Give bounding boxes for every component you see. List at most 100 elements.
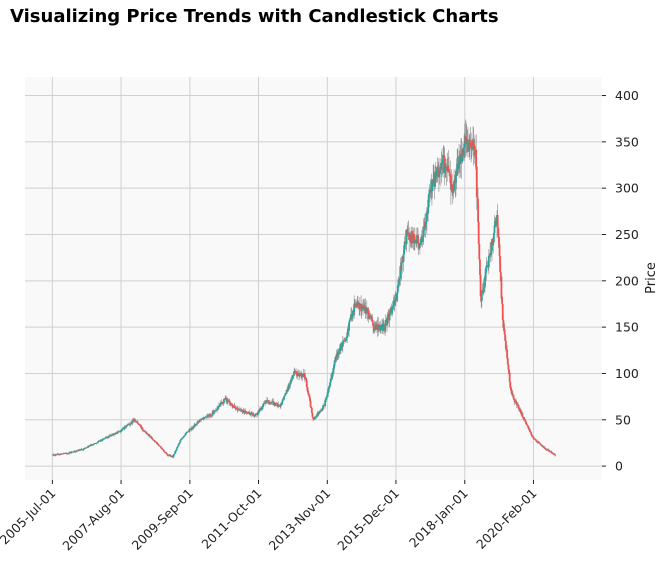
candle-down: [355, 303, 357, 306]
candle-down: [501, 298, 503, 304]
candle-down: [310, 406, 313, 409]
candle-up: [346, 328, 349, 336]
candle-down: [141, 427, 144, 430]
candle-down: [382, 323, 385, 331]
candle-down: [370, 318, 373, 320]
candle-down: [240, 409, 242, 411]
candle-down: [367, 310, 370, 319]
candle-down: [154, 441, 156, 442]
candle-up: [483, 286, 486, 288]
candle-down: [411, 231, 414, 243]
candle-down: [378, 324, 381, 331]
candle-up: [297, 373, 299, 376]
candle-up: [319, 410, 322, 412]
candle-down: [364, 306, 367, 314]
candle-up: [395, 293, 398, 301]
candle-down: [273, 401, 275, 405]
candle-down: [476, 197, 479, 199]
candle-down: [321, 410, 323, 411]
candle-down: [519, 409, 522, 413]
candle-down: [370, 316, 373, 319]
candle-up: [487, 255, 490, 268]
candle-down: [156, 442, 158, 444]
candle-down: [506, 349, 509, 359]
y-tick-label: 300: [615, 181, 639, 196]
candle-up: [123, 426, 126, 430]
candle-up: [438, 170, 441, 178]
candle-up: [270, 402, 273, 404]
candle-down: [144, 431, 146, 432]
candle-up: [329, 378, 332, 383]
candle-up: [173, 453, 176, 455]
candle-down: [539, 443, 542, 446]
candle-down: [417, 235, 419, 244]
candle-down: [251, 413, 254, 415]
candle-down: [164, 452, 167, 453]
candle-down: [449, 173, 452, 177]
candle-down: [473, 144, 476, 147]
candle-up: [179, 440, 182, 443]
candle-down: [303, 373, 306, 378]
candle-down: [217, 407, 220, 408]
candle-up: [413, 241, 416, 244]
candle-down: [496, 214, 499, 228]
candle-up: [184, 433, 187, 436]
candle-down: [448, 168, 450, 173]
candle-up: [181, 437, 184, 439]
candle-down: [525, 423, 528, 425]
candle-up: [336, 352, 339, 358]
candle-down: [513, 399, 516, 402]
y-tick-label: 150: [615, 320, 639, 335]
candle-up: [196, 421, 199, 424]
x-tick-label: 2015-Dec-01: [334, 486, 402, 554]
candle-up: [315, 415, 318, 417]
candle-up: [180, 439, 182, 441]
candle-up: [83, 448, 86, 450]
candle-up: [190, 428, 193, 430]
candle-down: [142, 429, 144, 431]
candle-up: [328, 385, 331, 388]
candle-up: [321, 408, 324, 411]
candle-up: [415, 240, 418, 244]
candle-up: [174, 451, 177, 454]
candle-up: [172, 455, 175, 458]
candle-up: [287, 384, 290, 391]
candle-up: [212, 411, 215, 415]
candle-down: [233, 405, 236, 409]
y-tick-label: 200: [615, 273, 639, 288]
candle-down: [543, 447, 546, 449]
candle-up: [313, 417, 316, 420]
candle-up: [222, 403, 225, 404]
candle-up: [301, 376, 304, 378]
candle-down: [522, 417, 525, 420]
candle-up: [348, 319, 351, 323]
candle-down: [513, 398, 515, 400]
candle-up: [425, 221, 428, 224]
candle-up: [111, 435, 113, 436]
candle-up: [254, 414, 257, 415]
candle-down: [204, 417, 206, 418]
candle-down: [520, 412, 522, 414]
candle-down: [140, 425, 143, 428]
candle-down: [451, 184, 454, 193]
candle-down: [539, 443, 541, 444]
candle-down: [499, 272, 502, 277]
candle-up: [177, 444, 180, 446]
candle-up: [285, 389, 288, 394]
candle-down: [350, 314, 353, 319]
x-tick-label: 2020-Feb-01: [473, 486, 539, 552]
candle-up: [258, 410, 261, 412]
candle-up: [457, 168, 460, 170]
candle-up: [484, 272, 487, 276]
candle-up: [183, 435, 186, 437]
candle-down: [276, 402, 278, 407]
y-tick-label: 0: [615, 459, 623, 474]
candle-up: [315, 416, 318, 418]
candle-up: [391, 306, 394, 313]
candle-down: [221, 402, 223, 403]
candle-down: [504, 334, 507, 341]
candle-down: [494, 220, 497, 223]
candle-down: [479, 259, 481, 275]
candle-down: [137, 422, 139, 424]
candle-down: [307, 390, 309, 393]
